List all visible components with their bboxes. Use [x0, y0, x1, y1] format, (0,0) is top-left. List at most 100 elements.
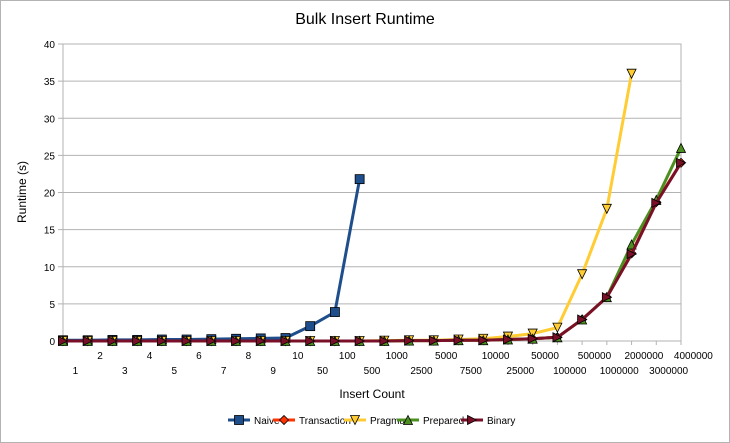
- data-point: [156, 335, 168, 347]
- y-tick-label: 30: [44, 114, 56, 125]
- y-tick-label: 0: [49, 337, 55, 348]
- legend-label-transaction: Transaction: [299, 416, 351, 427]
- x-tick-label: 3000000: [649, 366, 688, 377]
- data-point: [354, 174, 365, 185]
- x-tick-label: 100: [339, 351, 356, 362]
- legend: Naive Transaction Pragma Prepared Binary: [228, 414, 515, 427]
- y-tick-label: 35: [44, 77, 56, 88]
- x-tick-label: 7500: [460, 366, 483, 377]
- data-point: [601, 203, 612, 215]
- data-point: [467, 414, 478, 426]
- series-line-binary: [63, 162, 683, 343]
- data-point: [626, 68, 637, 80]
- legend-label-binary: Binary: [487, 416, 515, 427]
- grid-lines: [62, 43, 682, 342]
- legend-item-naive: Naive: [228, 415, 280, 427]
- series-naive: [58, 174, 365, 346]
- y-tick-label: 15: [44, 226, 56, 237]
- x-tick-label: 500: [364, 366, 381, 377]
- series-line-naive: [63, 178, 362, 342]
- x-tick-label: 5000: [435, 351, 458, 362]
- x-tick-label: 5: [171, 366, 177, 377]
- data-point: [402, 414, 414, 425]
- data-point: [280, 335, 291, 347]
- x-tick-label: 9: [270, 366, 276, 377]
- x-tick-label: 50000: [531, 351, 559, 362]
- legend-label-naive: Naive: [254, 416, 280, 427]
- x-tick-label: 10000: [482, 351, 510, 362]
- x-tick-label: 8: [246, 351, 252, 362]
- y-axis-title: Runtime (s): [15, 161, 29, 223]
- data-point: [651, 197, 662, 209]
- data-point: [428, 335, 440, 346]
- data-point: [576, 269, 588, 280]
- data-point: [349, 415, 361, 426]
- x-tick-label: 4000000: [674, 351, 713, 362]
- data-point: [206, 335, 217, 347]
- y-tick-label: 25: [44, 151, 56, 162]
- y-tick-label: 10: [44, 263, 56, 274]
- data-point: [330, 335, 341, 347]
- data-point: [231, 335, 242, 347]
- data-point: [552, 322, 563, 334]
- legend-item-binary: Binary: [461, 414, 515, 427]
- data-point: [552, 332, 563, 343]
- data-point: [58, 335, 69, 347]
- x-tick-label: 25000: [506, 366, 534, 377]
- data-point: [527, 333, 539, 344]
- data-point: [234, 415, 244, 425]
- y-tick-label: 40: [44, 40, 56, 51]
- legend-label-pragma: Pragma: [370, 416, 405, 427]
- x-tick-label: 2500: [410, 366, 433, 377]
- chart-title: Bulk Insert Runtime: [295, 11, 435, 28]
- data-point: [626, 248, 637, 260]
- y-axis-ticks: 0 5 10 15 20 25 30 35 40: [44, 40, 63, 348]
- x-tick-label: 10: [292, 351, 304, 362]
- x-tick-label: 500000: [578, 351, 612, 362]
- data-point: [675, 142, 687, 153]
- series-layer: [57, 68, 687, 347]
- legend-label-prepared: Prepared: [423, 416, 464, 427]
- legend-item-transaction: Transaction: [273, 414, 351, 427]
- data-point: [305, 321, 316, 332]
- data-point: [478, 335, 489, 346]
- x-tick-label: 50: [317, 366, 329, 377]
- legend-item-prepared: Prepared: [397, 414, 464, 427]
- series-prepared: [57, 142, 687, 346]
- x-tick-label: 1000: [386, 351, 409, 362]
- series-line-pragma: [63, 73, 634, 343]
- legend-item-pragma: Pragma: [344, 415, 405, 427]
- x-axis-title: Insert Count: [339, 387, 405, 401]
- x-tick-label: 100000: [553, 366, 587, 377]
- data-point: [453, 335, 464, 346]
- data-point: [132, 335, 143, 347]
- y-tick-label: 5: [49, 300, 55, 311]
- x-tick-label: 2: [97, 351, 103, 362]
- data-point: [577, 314, 588, 325]
- y-tick-label: 20: [44, 189, 56, 200]
- x-tick-label: 4: [147, 351, 153, 362]
- x-tick-label: 2000000: [624, 351, 663, 362]
- data-point: [107, 335, 118, 347]
- data-point: [330, 307, 340, 317]
- data-point: [255, 335, 267, 347]
- series-binary: [58, 157, 687, 347]
- data-point: [82, 335, 94, 347]
- x-tick-label: 6: [196, 351, 202, 362]
- data-point: [404, 335, 415, 346]
- data-point: [503, 334, 514, 345]
- data-point: [354, 335, 366, 347]
- x-tick-label: 1: [73, 366, 79, 377]
- x-tick-label: 1000000: [600, 366, 639, 377]
- x-tick-label: 7: [221, 366, 227, 377]
- data-point: [278, 414, 290, 426]
- data-point: [676, 157, 687, 168]
- data-point: [305, 335, 316, 347]
- data-point: [601, 292, 613, 303]
- data-point: [379, 335, 390, 347]
- x-tick-label: 3: [122, 366, 128, 377]
- data-point: [181, 335, 192, 347]
